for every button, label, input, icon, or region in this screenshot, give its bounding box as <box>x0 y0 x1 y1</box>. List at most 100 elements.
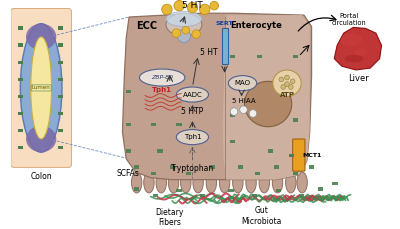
Circle shape <box>288 85 293 89</box>
Ellipse shape <box>132 172 142 193</box>
Bar <box>18 146 23 149</box>
Bar <box>176 123 182 126</box>
Bar <box>276 189 281 192</box>
Circle shape <box>162 4 172 15</box>
Ellipse shape <box>193 172 203 193</box>
Circle shape <box>177 29 190 43</box>
Text: Lumen: Lumen <box>32 85 50 90</box>
Ellipse shape <box>181 172 191 193</box>
Circle shape <box>187 2 198 13</box>
Bar <box>18 95 23 98</box>
Text: Dietary
Fibers: Dietary Fibers <box>156 208 184 227</box>
Bar <box>293 118 298 122</box>
Circle shape <box>192 30 200 38</box>
Bar <box>126 149 132 153</box>
Bar <box>228 189 234 192</box>
Bar <box>18 129 23 132</box>
FancyBboxPatch shape <box>11 8 72 167</box>
Bar <box>58 146 63 149</box>
Text: MAO: MAO <box>234 80 250 86</box>
Circle shape <box>285 82 289 87</box>
Circle shape <box>249 110 257 117</box>
Bar <box>18 27 23 30</box>
Ellipse shape <box>272 172 283 193</box>
Circle shape <box>290 79 295 84</box>
Bar <box>238 166 243 169</box>
Text: AADC: AADC <box>182 92 202 98</box>
Ellipse shape <box>140 69 185 86</box>
Text: Gut
Microbiota: Gut Microbiota <box>241 206 282 226</box>
Ellipse shape <box>286 172 296 193</box>
Ellipse shape <box>297 172 307 193</box>
Ellipse shape <box>176 87 208 102</box>
Bar <box>230 140 236 143</box>
Ellipse shape <box>233 172 243 193</box>
Text: Colon: Colon <box>30 172 52 181</box>
Bar <box>274 166 279 169</box>
Bar <box>58 44 63 47</box>
Bar <box>18 60 23 64</box>
Ellipse shape <box>156 172 166 193</box>
Circle shape <box>279 77 284 82</box>
Bar <box>58 60 63 64</box>
Ellipse shape <box>354 48 367 56</box>
Ellipse shape <box>168 172 179 193</box>
Text: Liver: Liver <box>348 74 369 83</box>
Ellipse shape <box>341 33 362 46</box>
Ellipse shape <box>31 37 52 139</box>
Bar <box>230 85 236 88</box>
Bar <box>176 189 182 192</box>
Bar <box>58 95 63 98</box>
Bar <box>230 55 236 58</box>
Bar <box>58 27 63 30</box>
Ellipse shape <box>20 24 62 152</box>
Bar <box>293 149 298 153</box>
Text: 5 HT: 5 HT <box>182 1 203 10</box>
Circle shape <box>182 27 190 34</box>
Bar <box>186 172 191 175</box>
Bar <box>309 166 314 169</box>
Ellipse shape <box>244 81 292 127</box>
Circle shape <box>230 108 238 115</box>
Circle shape <box>281 85 286 89</box>
Bar <box>293 55 298 58</box>
Bar <box>299 194 304 197</box>
Bar <box>255 172 260 175</box>
Ellipse shape <box>228 76 257 91</box>
Bar <box>230 113 236 117</box>
Polygon shape <box>334 27 382 70</box>
Ellipse shape <box>246 172 256 193</box>
Text: Portal
circulation: Portal circulation <box>332 13 367 26</box>
Text: ZBP-89: ZBP-89 <box>151 75 173 80</box>
Text: ECC: ECC <box>136 21 157 31</box>
Text: Tph1: Tph1 <box>152 87 172 93</box>
Ellipse shape <box>166 13 202 36</box>
Bar <box>289 154 294 157</box>
Text: 5 HTP: 5 HTP <box>181 107 204 116</box>
Ellipse shape <box>219 172 230 193</box>
FancyBboxPatch shape <box>293 139 305 171</box>
Ellipse shape <box>26 126 56 152</box>
Bar <box>170 166 175 169</box>
Circle shape <box>240 106 247 113</box>
Bar <box>332 182 338 185</box>
Ellipse shape <box>166 11 202 27</box>
Bar <box>58 78 63 81</box>
Bar <box>151 172 156 175</box>
Ellipse shape <box>259 172 270 193</box>
Bar <box>126 123 132 126</box>
Bar <box>58 129 63 132</box>
Polygon shape <box>223 15 310 180</box>
Bar <box>18 112 23 115</box>
Text: Enterocyte: Enterocyte <box>230 21 282 30</box>
Ellipse shape <box>206 172 216 193</box>
Circle shape <box>210 1 218 10</box>
Bar <box>126 90 132 93</box>
Bar <box>134 187 139 191</box>
Text: 5 HIAA: 5 HIAA <box>232 98 255 104</box>
Circle shape <box>200 4 210 15</box>
Text: Tryptophan: Tryptophan <box>171 164 214 173</box>
Text: ATP: ATP <box>280 92 294 98</box>
Bar <box>293 85 298 88</box>
Bar <box>58 112 63 115</box>
